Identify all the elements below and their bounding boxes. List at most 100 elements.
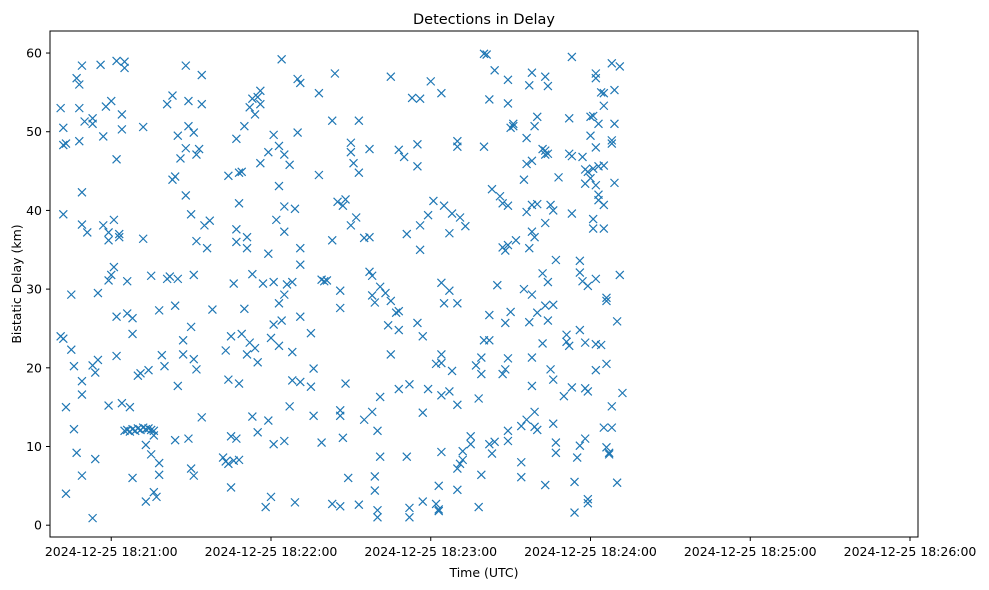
data-point [274, 141, 284, 151]
data-point [58, 140, 68, 150]
data-point [189, 471, 199, 481]
data-point [375, 452, 385, 462]
data-point [277, 316, 287, 326]
data-point [436, 350, 446, 359]
data-point [122, 276, 132, 286]
data-point [234, 379, 244, 388]
y-tick-label: 20 [26, 360, 42, 375]
data-point [610, 178, 619, 188]
data-point [594, 119, 603, 129]
data-point [274, 298, 284, 308]
data-point [575, 256, 585, 266]
data-point [309, 364, 319, 374]
data-point [575, 268, 585, 278]
data-point [295, 260, 305, 270]
data-point [146, 425, 156, 435]
data-point [524, 317, 534, 327]
data-point [77, 390, 87, 399]
data-point [543, 316, 553, 326]
data-point [602, 296, 611, 306]
data-point [58, 123, 68, 133]
data-point [306, 328, 316, 338]
data-point [434, 506, 444, 516]
data-point [444, 228, 454, 238]
data-point [90, 454, 100, 464]
data-point [346, 147, 356, 157]
data-point [93, 355, 103, 365]
data-point [250, 343, 260, 353]
data-point [407, 93, 417, 103]
data-point [500, 318, 510, 328]
data-point [567, 209, 577, 218]
data-point [93, 288, 103, 298]
data-point [540, 480, 550, 490]
data-point [74, 103, 84, 113]
data-point [391, 308, 401, 318]
data-point [452, 485, 462, 495]
data-point [415, 94, 425, 104]
data-point [341, 379, 350, 388]
data-point [460, 221, 470, 231]
data-point [415, 245, 425, 255]
data-point [112, 56, 121, 66]
data-point [447, 366, 457, 376]
data-point [484, 310, 494, 320]
data-point [596, 87, 606, 97]
data-point [146, 449, 156, 459]
data-point [338, 201, 348, 211]
data-point [394, 145, 404, 155]
data-point [66, 345, 76, 355]
data-point [527, 227, 537, 237]
data-point [551, 255, 561, 265]
data-point [434, 481, 444, 491]
data-point [527, 290, 537, 300]
x-tick-label: 2024-12-25 18:24:00 [524, 544, 657, 559]
data-point [104, 228, 114, 237]
data-point [56, 103, 66, 113]
data-point [117, 109, 127, 119]
data-point [88, 513, 98, 523]
data-point [314, 88, 324, 98]
data-point [314, 170, 324, 180]
data-point [373, 512, 382, 522]
data-point [402, 452, 412, 462]
data-point [207, 305, 217, 314]
data-point [279, 290, 289, 300]
data-point [522, 415, 532, 425]
plot-area [56, 49, 627, 523]
data-point [370, 298, 380, 307]
data-point [484, 95, 494, 104]
data-point [367, 271, 377, 281]
data-point [247, 269, 257, 279]
data-point [205, 216, 215, 226]
data-point [516, 421, 526, 431]
data-point [532, 112, 542, 122]
data-point [482, 50, 492, 60]
data-point [564, 113, 574, 123]
data-point [69, 424, 79, 434]
data-point [436, 278, 446, 288]
data-point [66, 290, 76, 300]
data-point [77, 61, 87, 71]
data-point [255, 99, 265, 109]
data-point [413, 161, 422, 171]
data-point [234, 198, 244, 208]
data-point [77, 220, 87, 230]
data-point [580, 434, 590, 444]
data-point [588, 214, 598, 224]
data-point [484, 439, 494, 449]
data-point [530, 232, 540, 242]
data-point [436, 88, 446, 98]
data-point [381, 288, 390, 298]
data-point [269, 320, 279, 329]
data-point [479, 49, 489, 59]
data-point [365, 232, 374, 242]
data-point [192, 364, 201, 374]
data-point [487, 449, 497, 459]
data-point [575, 325, 585, 335]
data-point [602, 293, 611, 303]
data-point [287, 277, 297, 287]
data-point [452, 464, 462, 473]
data-point [426, 76, 436, 86]
